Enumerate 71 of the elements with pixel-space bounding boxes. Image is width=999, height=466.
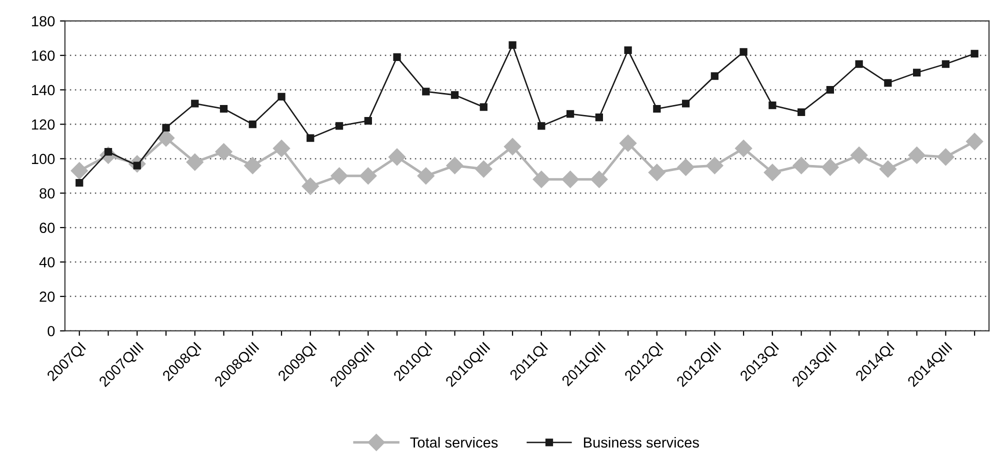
point: [970, 50, 978, 58]
point: [532, 170, 550, 188]
point: [306, 134, 314, 142]
point: [710, 72, 718, 80]
y-tick-label: 160: [32, 50, 55, 61]
point: [648, 164, 666, 182]
point: [590, 170, 608, 188]
y-tick-label: 120: [32, 119, 55, 130]
point: [706, 157, 724, 174]
point: [792, 157, 810, 174]
point: [508, 41, 516, 49]
point: [215, 143, 232, 160]
point: [76, 178, 84, 187]
y-tick-label: 0: [48, 326, 55, 336]
point: [417, 167, 434, 184]
point: [220, 104, 228, 113]
point: [335, 122, 344, 130]
point: [624, 46, 632, 54]
point: [272, 140, 290, 157]
point: [850, 146, 868, 164]
point: [566, 110, 574, 118]
point: [855, 60, 863, 68]
y-tick-label: 180: [32, 16, 55, 26]
point: [248, 120, 256, 128]
point: [302, 178, 319, 195]
point: [822, 158, 839, 176]
point: [186, 154, 204, 171]
point: [908, 146, 926, 164]
point: [735, 140, 752, 157]
point: [480, 103, 488, 111]
point: [797, 108, 806, 116]
y-tick-label: 40: [39, 257, 55, 268]
point: [826, 86, 834, 94]
point: [504, 138, 522, 156]
point: [653, 104, 661, 113]
point: [764, 164, 781, 182]
point: [191, 100, 199, 108]
legend-label: Total services: [410, 436, 498, 448]
point: [562, 170, 579, 188]
point: [942, 60, 950, 68]
y-tick-label: 80: [40, 188, 55, 199]
point: [393, 53, 401, 61]
point: [912, 68, 921, 76]
point: [768, 102, 776, 110]
point: [595, 114, 603, 122]
y-tick-label: 100: [32, 154, 55, 164]
point: [422, 88, 430, 96]
point: [360, 167, 377, 184]
y-tick-label: 20: [40, 292, 55, 302]
point: [450, 91, 459, 99]
point: [388, 148, 406, 166]
point: [364, 117, 372, 125]
point: [677, 158, 694, 176]
point: [538, 122, 546, 130]
point: [966, 132, 984, 150]
y-tick-label: 140: [32, 84, 55, 96]
point: [619, 134, 637, 152]
point: [884, 79, 892, 87]
point: [244, 157, 262, 174]
point: [446, 157, 464, 174]
point: [278, 92, 286, 101]
legend-label: Business services: [584, 436, 699, 448]
point: [682, 100, 690, 108]
point: [740, 48, 748, 56]
point: [330, 167, 348, 184]
point: [475, 160, 492, 178]
point: [70, 162, 88, 180]
point: [937, 148, 954, 166]
y-tick-label: 60: [40, 222, 55, 233]
point: [162, 124, 170, 132]
point: [879, 160, 896, 178]
